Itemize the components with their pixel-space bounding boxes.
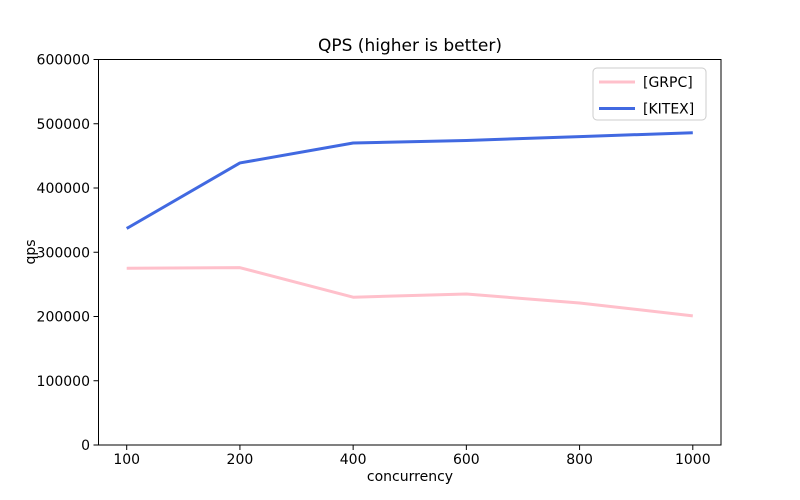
y-axis-label: qps <box>23 239 39 264</box>
x-tick-label: 600 <box>453 452 480 468</box>
y-tick-label: 600000 <box>37 53 90 69</box>
x-tick-label: 200 <box>227 452 254 468</box>
y-tick-label: 200000 <box>37 310 90 326</box>
y-tick-label: 0 <box>81 438 90 454</box>
y-tick-label: 400000 <box>37 181 90 197</box>
x-tick-label: 800 <box>566 452 593 468</box>
series-line-kitex <box>125 131 693 230</box>
y-tick-label: 500000 <box>37 117 90 133</box>
x-axis-label: concurrency <box>367 469 453 485</box>
x-tick-label: 1000 <box>675 452 711 468</box>
x-tick-label: 400 <box>340 452 367 468</box>
y-tick-label: 300000 <box>37 245 90 261</box>
series-line-grpc <box>126 266 693 318</box>
plot-frame <box>98 59 722 446</box>
legend-label: [KITEX] <box>643 102 694 118</box>
y-tick-label: 100000 <box>37 374 90 390</box>
chart-title: QPS (higher is better) <box>318 36 502 56</box>
x-tick-label: 100 <box>113 452 140 468</box>
legend-label: [GRPC] <box>643 75 693 91</box>
plot-area: 0 100000 200000 300000 400000 500000 600000 100… <box>37 53 722 468</box>
